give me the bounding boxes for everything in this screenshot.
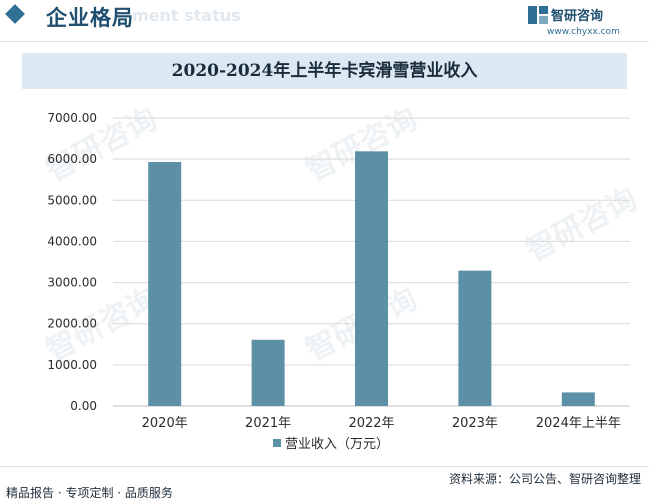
chart-title: 2020-2024年上半年卡宾滑雪营业收入 [171, 61, 478, 81]
y-tick-label: 4000.00 [47, 234, 97, 248]
services-tagline: 精品报告 · 专项定制 · 品质服务 [6, 486, 173, 500]
header-subtitle-ghost: ment status [132, 6, 241, 25]
header-divider [0, 41, 649, 42]
y-tick-label: 0.00 [70, 399, 97, 413]
x-tick-label: 2021年 [245, 416, 291, 431]
bar [355, 151, 388, 406]
bar [251, 339, 285, 406]
chart-title-band: 2020-2024年上半年卡宾滑雪营业收入 [22, 53, 627, 89]
y-tick-label: 1000.00 [47, 358, 97, 372]
source-note: 资料来源：公司公告、智研咨询整理 [448, 472, 641, 486]
footer-divider [0, 466, 649, 467]
bar [561, 392, 595, 406]
x-tick-label: 2024年上半年 [536, 416, 621, 431]
brand-name: 智研咨询 [551, 9, 604, 24]
bar-chart: 0.00 1000.00 2000.00 3000.00 4000.00 5000.00 6… [47, 111, 630, 452]
brand: 智研咨询 www.chyxx.com [527, 3, 637, 39]
x-tick-label: 2022年 [348, 416, 394, 431]
y-tick-label: 6000.00 [47, 152, 97, 166]
brand-url: www.chyxx.com [547, 27, 620, 37]
legend-label: 营业收入（万元） [285, 437, 389, 452]
legend-swatch [273, 439, 281, 447]
y-tick-label: 5000.00 [47, 193, 97, 207]
x-tick-label: 2023年 [452, 416, 498, 431]
y-tick-label: 3000.00 [47, 276, 97, 290]
x-tick-label: 2020年 [142, 416, 188, 431]
y-tick-label: 2000.00 [47, 317, 97, 331]
bar [148, 162, 182, 406]
bar [458, 270, 492, 406]
page-header: ment status 企业格局 智研咨询 www.chyxx.com [0, 0, 649, 42]
page-title: 企业格局 [46, 6, 134, 30]
y-tick-label: 7000.00 [47, 111, 97, 125]
brand-logo-icon [528, 6, 548, 24]
